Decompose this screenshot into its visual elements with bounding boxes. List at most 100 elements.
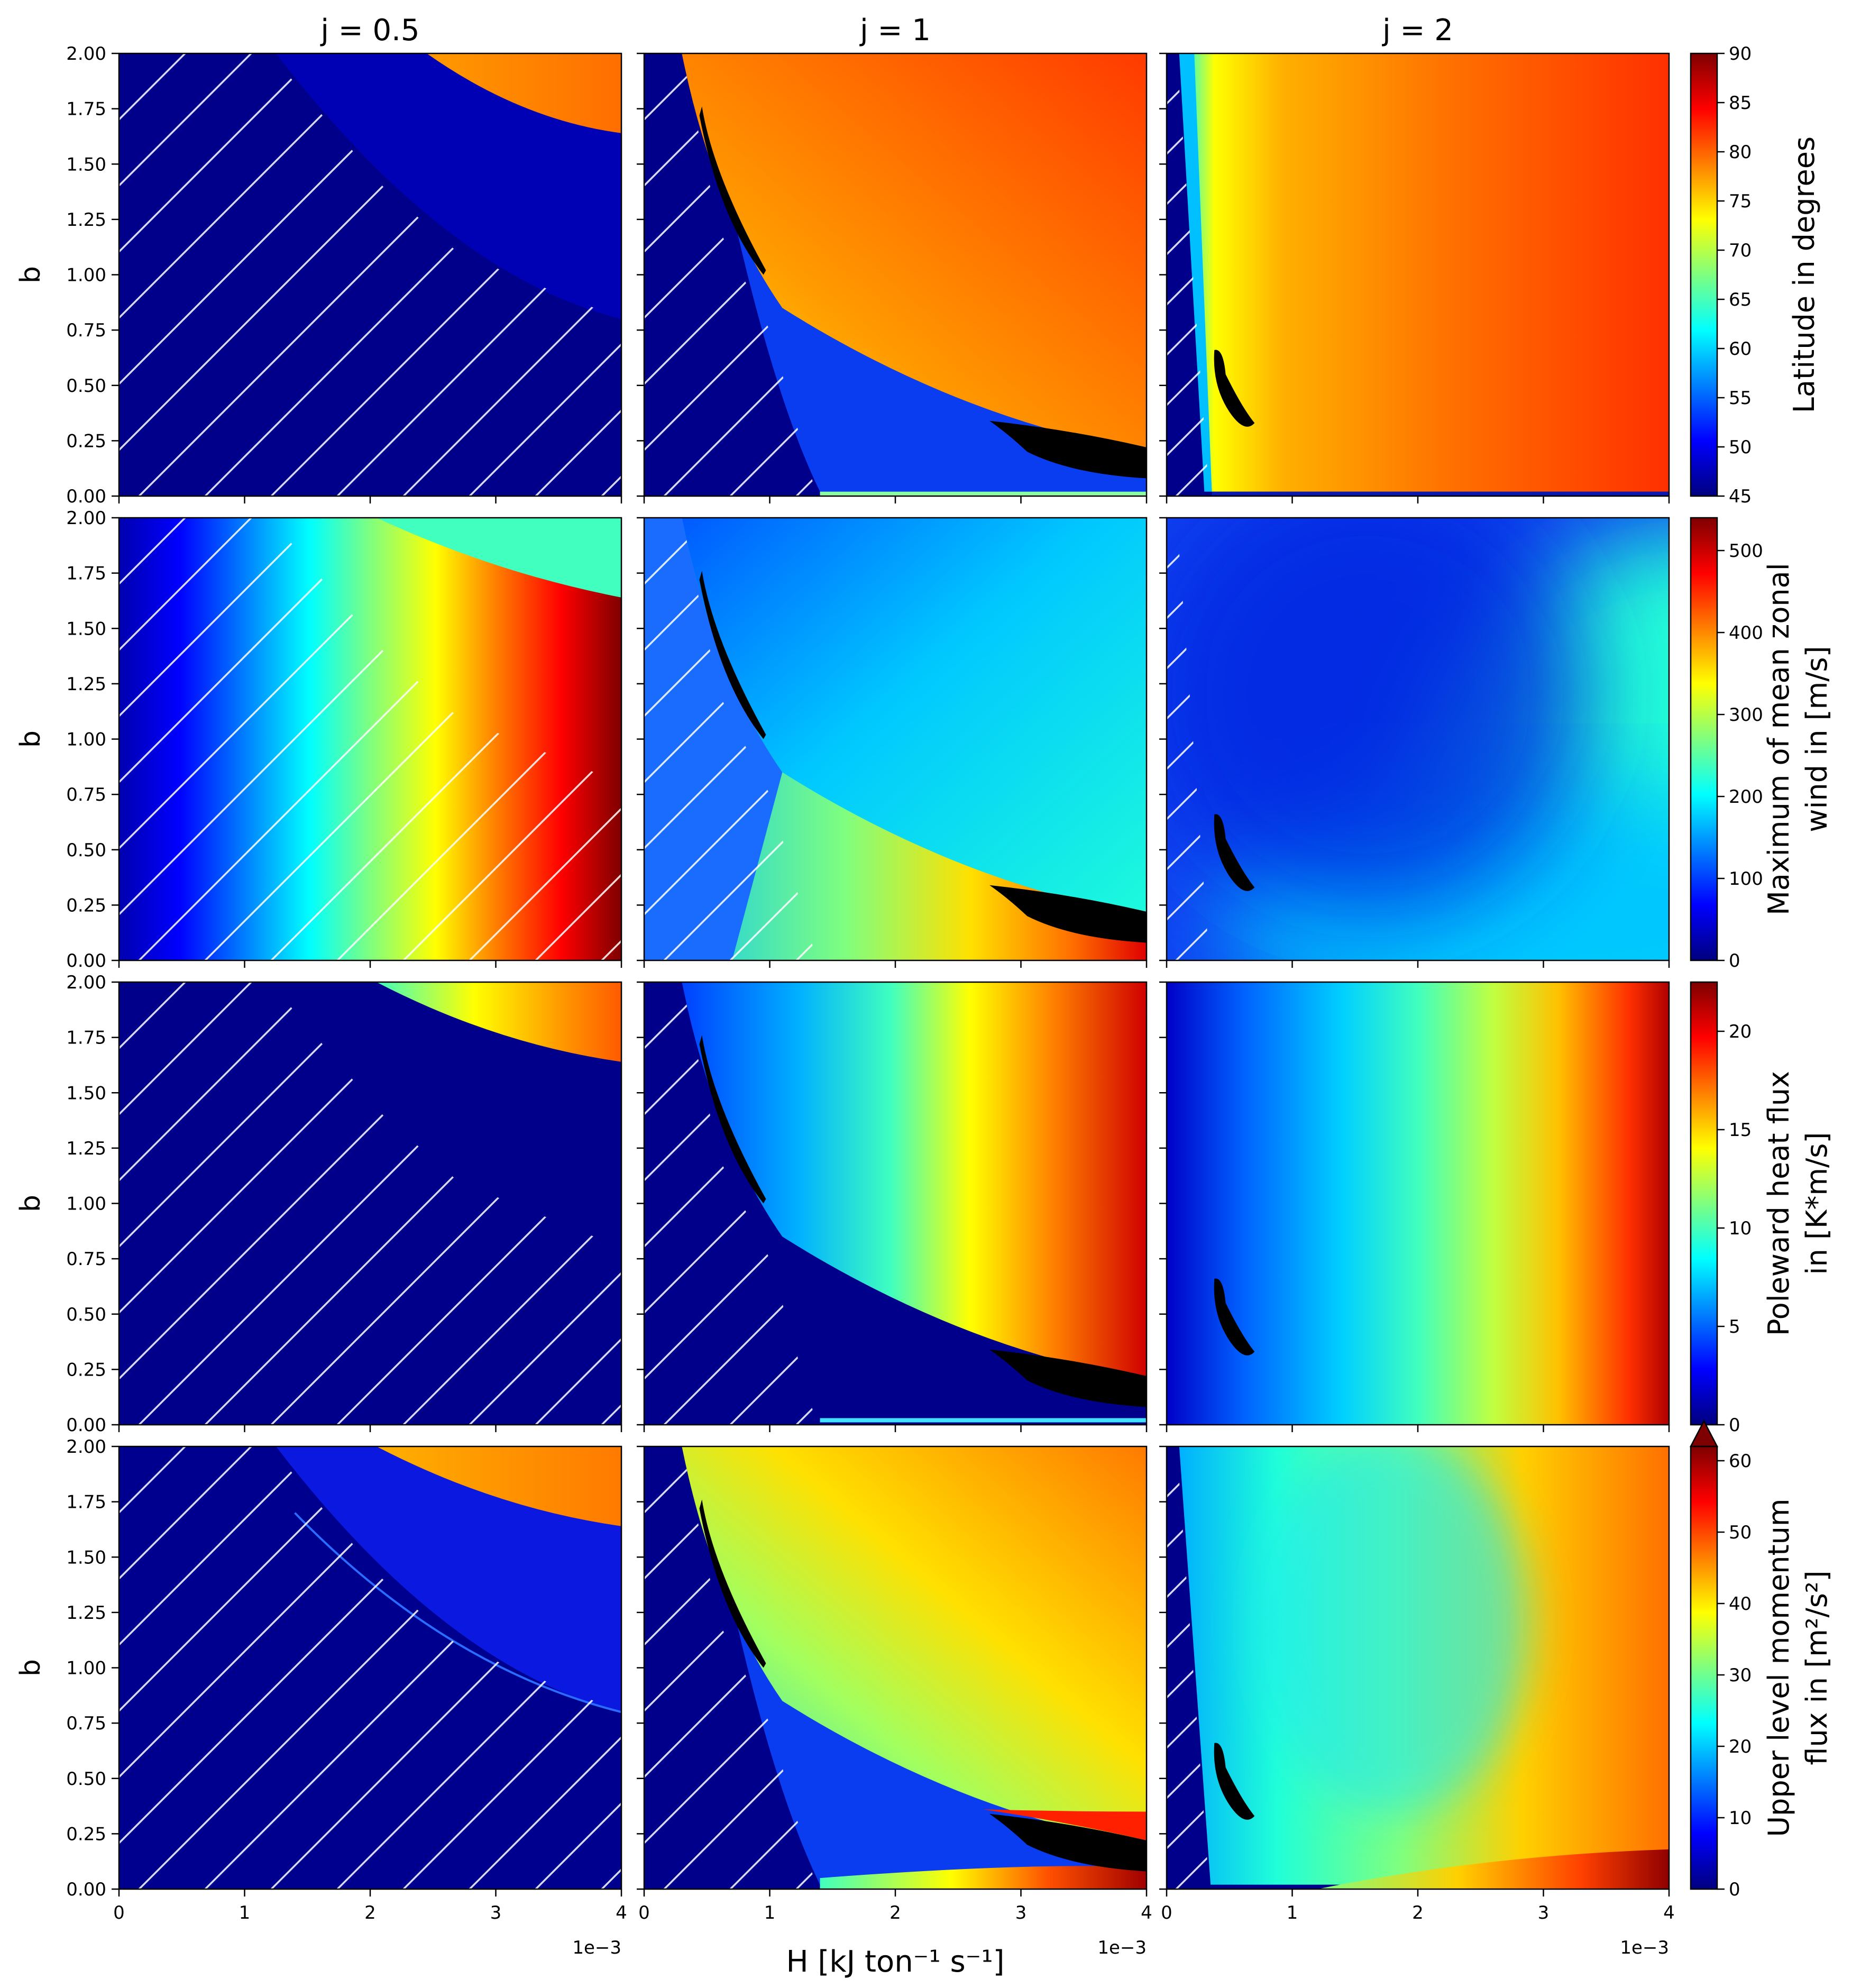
colorbar-frame (1690, 517, 1718, 961)
colorbar-tick-label: 10 (1729, 1808, 1752, 1829)
colorbar-tick-label: 60 (1729, 338, 1752, 360)
x-offset-label: 1e−3 (1620, 1937, 1669, 1958)
heatmap-field (119, 1446, 621, 1889)
column-title: j = 2 (1381, 13, 1453, 48)
heatmap-field (644, 982, 1147, 1425)
x-tick-label: 3 (1538, 1902, 1550, 1923)
column-titles: j = 0.5 j = 1 j = 2 (319, 13, 1453, 48)
colorbar-tick-label: 80 (1729, 142, 1752, 163)
y-axis-label: b (15, 1659, 47, 1676)
colorbar-tick-label: 50 (1729, 437, 1752, 458)
colorbar-tick-label: 100 (1729, 868, 1763, 890)
panel-r4-c1: 0.00 0.25 0.50 0.75 1.00 1.25 1.50 1.75 2.00 0 1 2 3… (66, 1436, 627, 1958)
heatmap-field (1167, 982, 1669, 1425)
y-tick-label: 1.75 (66, 99, 106, 120)
colorbar-gradient (1691, 518, 1717, 960)
y-tick-label: 2.00 (66, 508, 106, 529)
y-tick-label: 1.25 (66, 209, 106, 231)
panel-r4-c2: 0 1 2 3 4 1e−3 (637, 1445, 1152, 1958)
panel-r1-c1: 0.00 0.25 0.50 0.75 1.00 1.25 1.50 1.75 2.00 (66, 43, 622, 507)
colorbar-tick-label: 0 (1729, 1415, 1740, 1436)
x-offset-label: 1e−3 (572, 1937, 621, 1958)
colorbar-tick-label: 300 (1729, 704, 1763, 726)
colorbar-tick-label: 20 (1729, 1021, 1752, 1042)
column-title: j = 1 (859, 13, 931, 48)
masked-region (989, 420, 1147, 479)
colorbar-gradient (1691, 982, 1717, 1425)
y-tick-label: 0.75 (66, 784, 106, 805)
y-tick-label: 1.00 (66, 1658, 106, 1679)
axis-labels: b b b b H [kJ ton⁻¹ s⁻¹] (15, 266, 1005, 1979)
colorbar-label: in [K*m/s] (1800, 1132, 1834, 1275)
colorbar-tick-label: 400 (1729, 622, 1763, 644)
colorbar-tick-label: 45 (1729, 486, 1752, 507)
x-tick-label: 0 (638, 1902, 650, 1923)
y-tick-label: 0.75 (66, 320, 106, 341)
y-tick-label: 1.75 (66, 1028, 106, 1049)
panel-r4-c3: 0 1 2 3 4 1e−3 (1159, 1445, 1675, 1958)
y-tick-label: 1.50 (66, 154, 106, 175)
masked-region (989, 1813, 1147, 1872)
colorbar-r3: 0 5 10 15 20 Poleward heat flux in [K*m/s] (1690, 981, 1834, 1436)
x-tick-label: 0 (1161, 1902, 1172, 1923)
x-tick-label: 2 (890, 1902, 901, 1923)
colorbar-tick-label: 50 (1729, 1522, 1752, 1543)
y-axis-label: b (15, 266, 47, 283)
y-tick-label: 1.25 (66, 674, 106, 695)
x-tick-label: 1 (1287, 1902, 1298, 1923)
y-tick-label: 2.00 (66, 1436, 106, 1458)
panel-r1-c3 (1159, 52, 1670, 503)
y-tick-label: 1.50 (66, 1083, 106, 1104)
colorbar-tick-label: 0 (1729, 1879, 1740, 1900)
x-offset-label: 1e−3 (1097, 1937, 1147, 1958)
y-tick-label: 2.00 (66, 43, 106, 65)
colorbar-tick-label: 60 (1729, 1451, 1752, 1472)
y-tick-label: 0.25 (66, 1824, 106, 1845)
masked-region (1214, 1743, 1255, 1820)
colorbar-tick-label: 500 (1729, 540, 1763, 562)
colorbar-label: Poleward heat flux (1762, 1071, 1795, 1336)
masked-region (1214, 350, 1255, 427)
colorbar-tick-label: 70 (1729, 240, 1752, 261)
y-tick-label: 1.75 (66, 563, 106, 584)
colorbar-gradient (1691, 53, 1717, 496)
y-tick-label: 0.25 (66, 430, 106, 452)
heatmap-field (644, 518, 1147, 960)
x-tick-label: 0 (113, 1902, 125, 1923)
y-tick-label: 1.00 (66, 1194, 106, 1215)
colorbar-label: Maximum of mean zonal (1762, 563, 1795, 915)
y-tick-label: 0.50 (66, 1769, 106, 1790)
y-tick-label: 0.25 (66, 1359, 106, 1380)
panel-grid: 0.000.250.500.751.001.251.501.752.000.00… (66, 43, 1675, 1958)
panel-r3-c2 (637, 981, 1148, 1432)
colorbar-label: wind in [m/s] (1800, 646, 1834, 832)
x-tick-label: 2 (364, 1902, 376, 1923)
colorbar-tick-label: 0 (1729, 950, 1740, 972)
colorbar-gradient (1691, 1446, 1717, 1889)
masked-region (1214, 814, 1255, 891)
panel-r3-c3 (1159, 981, 1670, 1432)
panel-r2-c3 (1159, 517, 1670, 968)
masked-region (989, 1349, 1147, 1407)
heatmap-field (119, 518, 621, 960)
colorbar-tick-label: 15 (1729, 1120, 1752, 1141)
y-tick-label: 0.50 (66, 840, 106, 861)
y-tick-label: 1.50 (66, 618, 106, 639)
panel-r2-c1: 0.00 0.25 0.50 0.75 1.00 1.25 1.50 1.75 2.00 (66, 508, 622, 972)
x-tick-label: 3 (490, 1902, 502, 1923)
y-tick-label: 1.00 (66, 729, 106, 750)
y-tick-label: 0.50 (66, 375, 106, 397)
heatmap-field (644, 53, 1147, 496)
colorbar-r1: 45 50 55 60 65 70 75 80 85 90 Latitude in degrees (1690, 43, 1821, 507)
y-tick-label: 0.00 (66, 950, 106, 972)
colorbar-frame (1690, 52, 1718, 497)
y-tick-label: 0.00 (66, 486, 106, 507)
x-tick-label: 2 (1412, 1902, 1424, 1923)
x-tick-label: 4 (616, 1902, 627, 1923)
x-axis-label: H [kJ ton⁻¹ s⁻¹] (786, 1945, 1004, 1979)
colorbar-tick-label: 75 (1729, 191, 1752, 212)
x-tick-label: 1 (239, 1902, 251, 1923)
